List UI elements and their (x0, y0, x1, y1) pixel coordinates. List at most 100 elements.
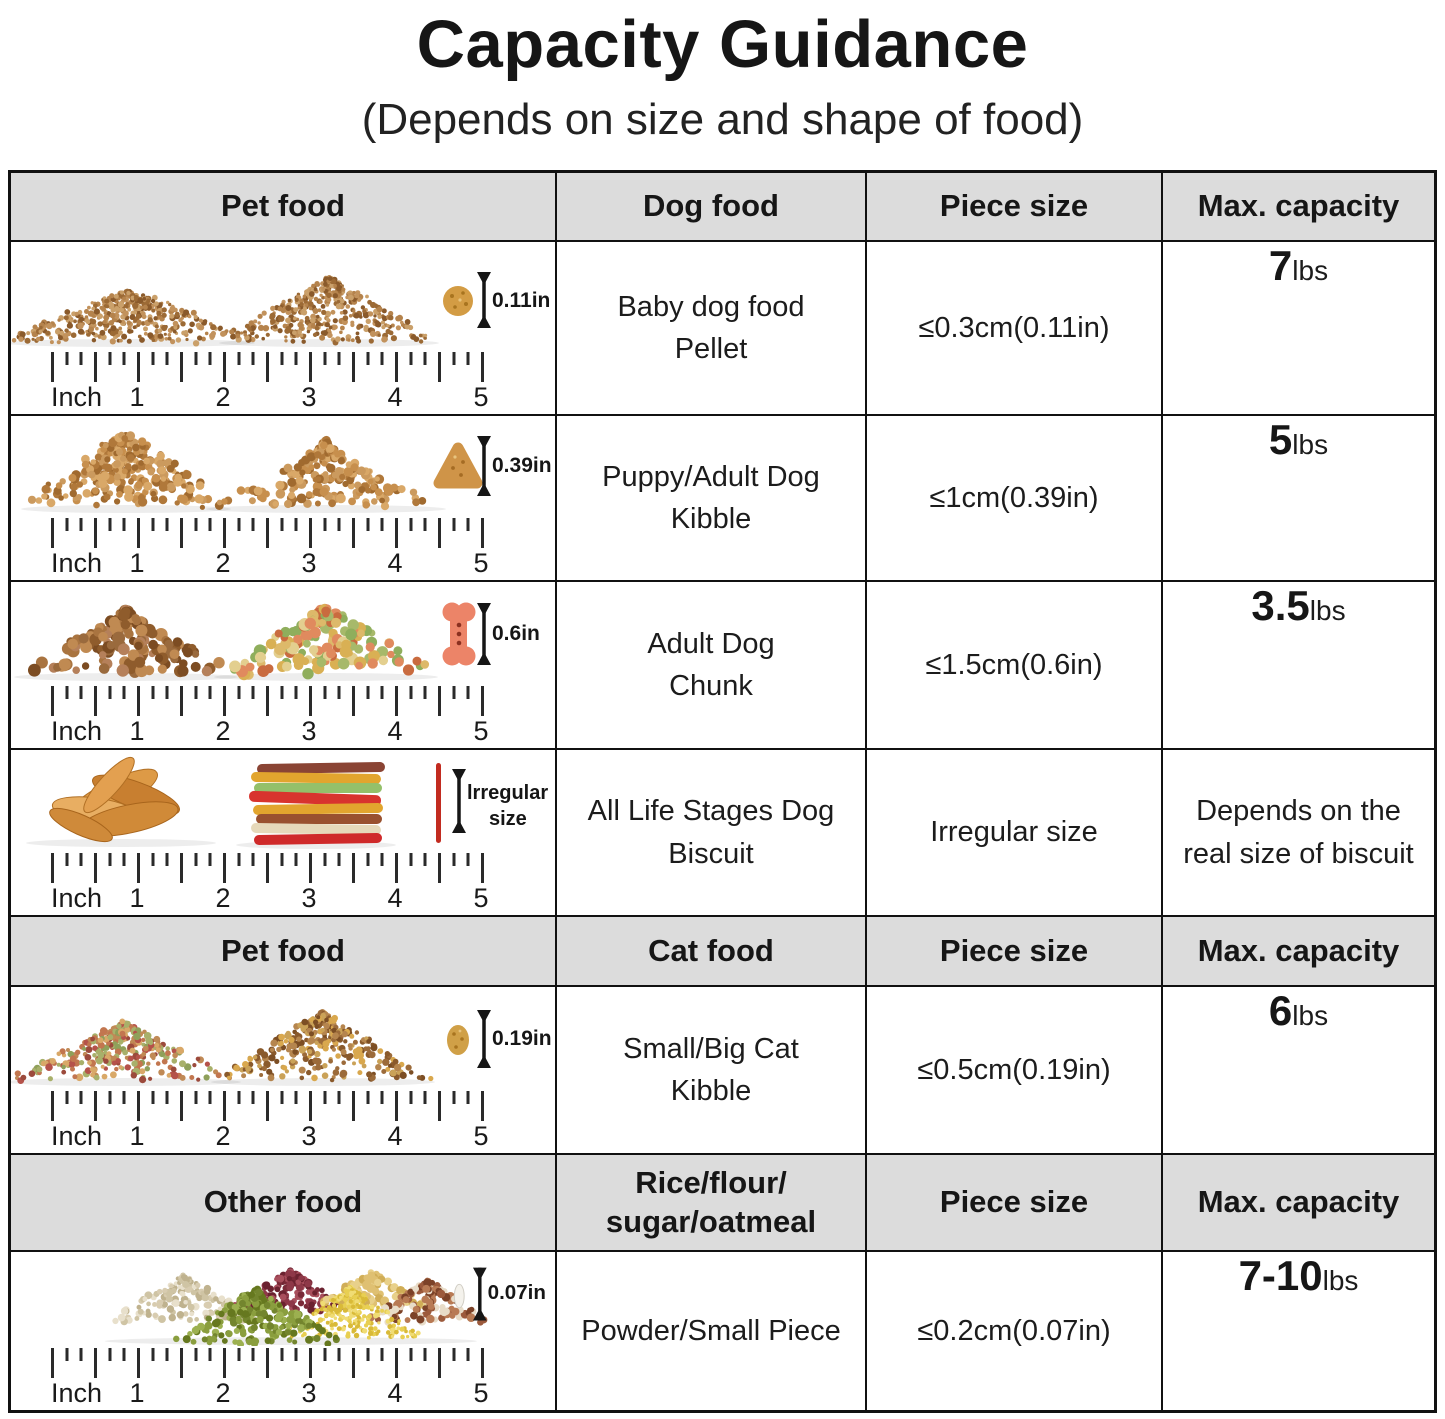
ruler-mark: 5 (473, 1121, 489, 1151)
single-cat-kibble-icon (447, 1025, 469, 1055)
header-max-capacity: Max. capacity (1163, 1155, 1434, 1252)
ruler-mark: 2 (215, 1378, 231, 1408)
pellet-pile-icon (235, 275, 428, 346)
food-name-cell: All Life Stages Dog Biscuit (557, 750, 867, 917)
ruler-slot: Inch 1 2 3 4 5 (11, 684, 521, 746)
header-pet-food: Pet food (11, 173, 557, 242)
ruler-mark: 1 (129, 716, 145, 746)
chew-sticks-icon (249, 761, 385, 846)
ruler-mark: 1 (129, 382, 145, 412)
food-name: Biscuit (668, 837, 754, 870)
capacity-unit: lbs (1292, 429, 1329, 460)
treat-pile-icon (229, 603, 430, 681)
dimension-marker: lrregular size (452, 769, 548, 833)
ruler-labels: Inch 1 2 3 4 5 (51, 548, 521, 578)
ruler-unit-label: Inch (51, 716, 103, 746)
ruler-mark: 3 (301, 716, 317, 746)
capacity-unit: lbs (1309, 595, 1346, 626)
ruler-mark: 4 (387, 1378, 403, 1408)
ruler-ticks (51, 518, 485, 548)
header-label: Max. capacity (1197, 188, 1400, 224)
header-pet-food: Pet food (11, 917, 557, 987)
food-name: Chunk (669, 670, 753, 702)
food-name-cell: Puppy/Adult Dog Kibble (557, 416, 867, 582)
pellet-pile-icon (11, 288, 242, 347)
capacity-value: 7-10 (1238, 1252, 1323, 1299)
ruler-mark: 2 (215, 716, 231, 746)
capacity-table: Pet food Dog food Piece size Max. capaci… (8, 170, 1437, 1413)
ruler-unit-label: Inch (51, 382, 103, 412)
piece-size-value: ≤1cm(0.39in) (929, 481, 1099, 514)
header-other-food: Other food (11, 1155, 557, 1252)
food-name: All Life Stages Dog (587, 795, 835, 828)
ruler-slot: Inch 1 2 3 4 5 (11, 1089, 521, 1151)
ruler-ticks (51, 853, 485, 883)
grain-pile-icon (112, 1272, 256, 1326)
food-name-cell: Powder/Small Piece (557, 1252, 867, 1410)
food-name-cell: Adult Dog Chunk (557, 582, 867, 750)
ruler-mark: 2 (215, 382, 231, 412)
page-subtitle: (Depends on size and shape of food) (361, 95, 1084, 144)
single-kibble-icon (433, 442, 483, 489)
capacity-note-line: Depends on the (1196, 795, 1401, 828)
ruler-unit-label: Inch (51, 883, 103, 913)
kibble-pile-icon (214, 435, 427, 511)
header-label: Max. capacity (1197, 932, 1400, 968)
single-grain-icon (453, 1283, 465, 1309)
dimension-label: 0.07in (488, 1281, 546, 1304)
food-name-cell: Baby dog food Pellet (557, 242, 867, 416)
header-max-capacity: Max. capacity (1163, 917, 1434, 987)
dimension-marker: 0.11in (477, 272, 550, 328)
food-sample-cell: 0.11in Inch 1 2 3 4 5 (11, 242, 557, 416)
jerky-pile-icon (49, 756, 180, 843)
dimension-marker: 0.19in (477, 1010, 552, 1068)
food-name: Kibble (670, 1075, 752, 1107)
inch-ruler: Inch 1 2 3 4 5 (51, 1348, 521, 1408)
ruler-mark: 4 (387, 548, 403, 578)
capacity-note-line: real size of biscuit (1183, 837, 1414, 870)
header-label: Piece size (939, 932, 1089, 968)
ruler-unit-label: Inch (51, 548, 103, 578)
ruler-mark: 5 (473, 716, 489, 746)
capacity-note: Depends on the real size of biscuit (1183, 790, 1414, 874)
cat-kibble-piles-image: 0.19in (11, 1009, 552, 1086)
dimension-label: size (489, 808, 527, 830)
food-name: Pellet (674, 333, 748, 365)
piece-size-cell: Irregular size (867, 750, 1163, 917)
ruler-ticks (51, 352, 485, 382)
dimension-marker: 0.6in (477, 603, 540, 665)
grain-pile-icon (173, 1285, 340, 1346)
food-name: Powder/Small Piece (581, 1314, 841, 1347)
piece-size-cell: ≤0.2cm(0.07in) (867, 1252, 1163, 1410)
ruler-slot: Inch 1 2 3 4 5 (11, 516, 521, 578)
inch-ruler: Inch 1 2 3 4 5 (51, 518, 521, 578)
ruler-unit-label: Inch (51, 1121, 103, 1151)
inch-ruler: Inch 1 2 3 4 5 (51, 1091, 521, 1151)
ruler-mark: 5 (473, 1378, 489, 1408)
header-label: Cat food (648, 932, 774, 968)
page-title: Capacity Guidance (416, 7, 1029, 82)
dimension-marker: 0.39in (477, 436, 552, 496)
food-sample-cell: 0.39in Inch 1 2 3 4 5 (11, 416, 557, 582)
ruler-mark: 5 (473, 883, 489, 913)
ruler-slot: Inch 1 2 3 4 5 (11, 350, 521, 412)
ruler-mark: 2 (215, 883, 231, 913)
ruler-mark: 5 (473, 382, 489, 412)
food-name: Adult Dog (647, 627, 775, 660)
header-label: Max. capacity (1197, 1184, 1400, 1220)
capacity-value: 3.5 (1251, 582, 1310, 629)
piece-size-cell: ≤1.5cm(0.6in) (867, 582, 1163, 750)
header-rice-flour: Rice/flour/ sugar/oatmeal (557, 1155, 867, 1252)
header-label: Pet food (221, 188, 345, 224)
piece-size-value: ≤1.5cm(0.6in) (925, 648, 1103, 681)
header-label: Piece size (939, 188, 1089, 224)
food-sample-cell: lrregular size Inch 1 2 3 4 5 (11, 750, 557, 917)
capacity-value: 7 (1268, 242, 1293, 289)
inch-ruler: Inch 1 2 3 4 5 (51, 853, 521, 913)
dimension-marker: 0.07in (472, 1267, 546, 1321)
ruler-ticks (51, 686, 485, 716)
inch-ruler: Inch 1 2 3 4 5 (51, 352, 521, 412)
ruler-mark: 3 (301, 1121, 317, 1151)
ruler-labels: Inch 1 2 3 4 5 (51, 883, 521, 913)
header-cat-food: Cat food (557, 917, 867, 987)
